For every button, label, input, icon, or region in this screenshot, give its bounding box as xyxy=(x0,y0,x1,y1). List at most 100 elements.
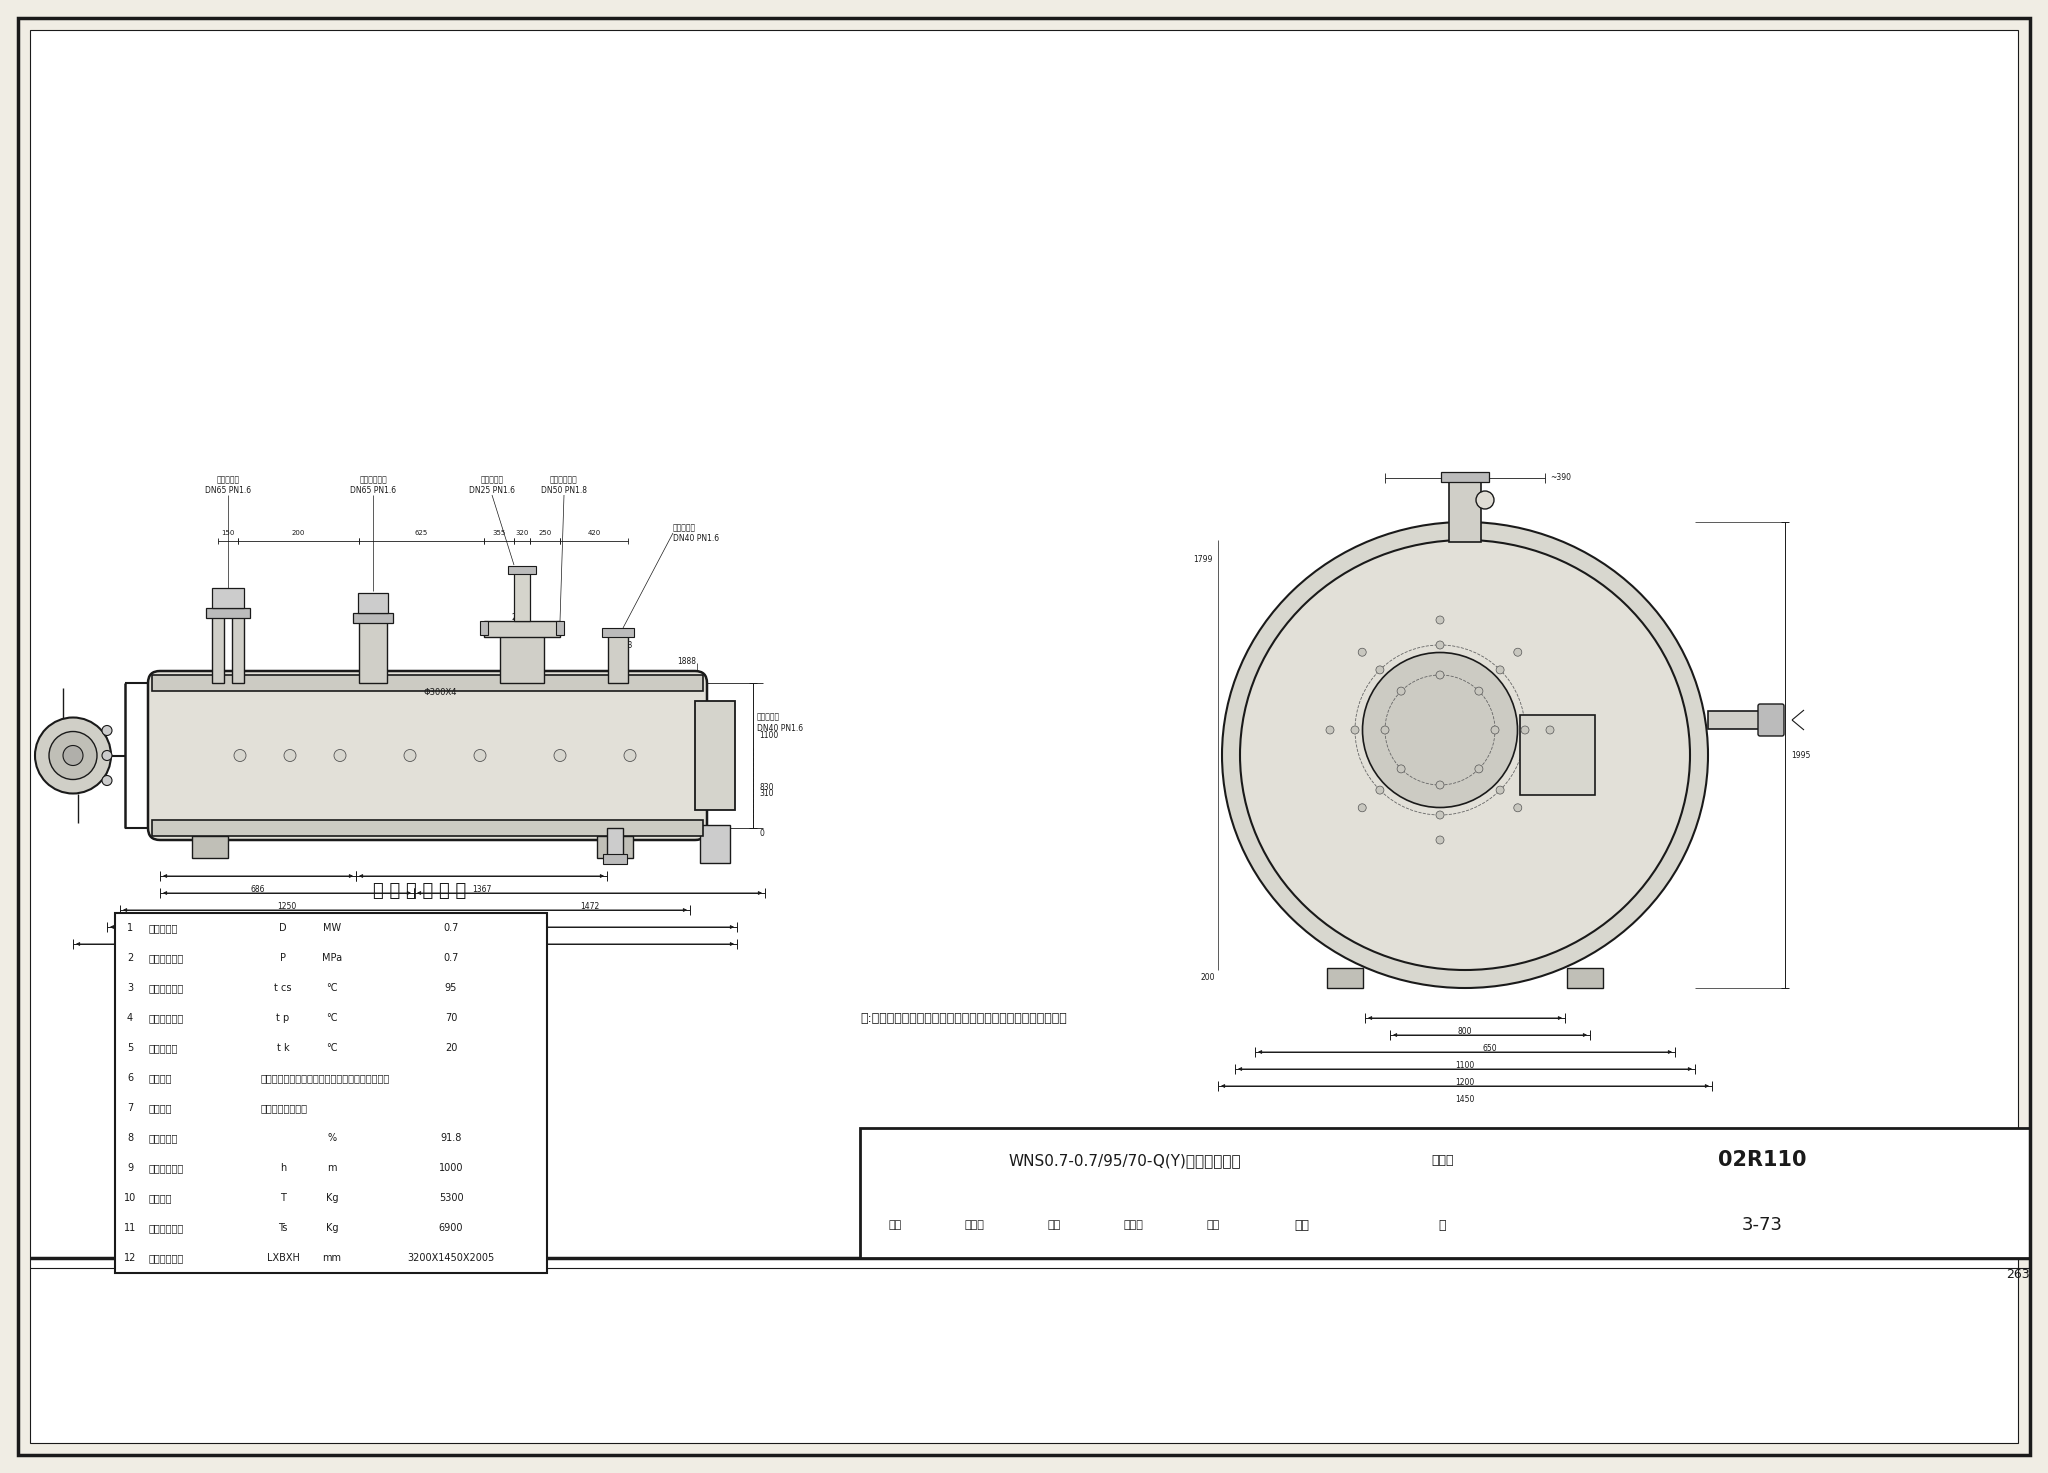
Circle shape xyxy=(334,750,346,762)
Circle shape xyxy=(1376,787,1384,794)
Text: 李春林: 李春林 xyxy=(965,1221,985,1230)
Circle shape xyxy=(403,750,416,762)
Text: 320: 320 xyxy=(516,530,528,536)
Circle shape xyxy=(1522,726,1530,734)
Text: 1472: 1472 xyxy=(580,901,600,910)
Text: 4: 4 xyxy=(127,1013,133,1024)
Circle shape xyxy=(1436,812,1444,819)
Text: 10: 10 xyxy=(123,1193,135,1203)
Text: m: m xyxy=(328,1164,336,1173)
Bar xyxy=(213,588,244,608)
Bar xyxy=(213,613,223,683)
Text: 0.7: 0.7 xyxy=(442,924,459,932)
Text: 830: 830 xyxy=(760,784,774,792)
Text: mm: mm xyxy=(322,1254,342,1262)
Text: 2: 2 xyxy=(127,953,133,963)
Ellipse shape xyxy=(1223,521,1708,988)
Text: 800: 800 xyxy=(1458,1027,1473,1036)
Text: 调节方式: 调节方式 xyxy=(150,1103,172,1114)
Text: °C: °C xyxy=(326,1013,338,1024)
Text: Φ300X4: Φ300X4 xyxy=(424,688,457,697)
Circle shape xyxy=(1491,726,1499,734)
Text: 冷空气温度: 冷空气温度 xyxy=(150,1043,178,1053)
Circle shape xyxy=(1325,726,1333,734)
Text: 图集号: 图集号 xyxy=(1432,1153,1454,1167)
Circle shape xyxy=(1376,666,1384,673)
Circle shape xyxy=(1497,787,1503,794)
Text: 02R110: 02R110 xyxy=(1718,1150,1806,1171)
Circle shape xyxy=(1436,672,1444,679)
Bar xyxy=(115,913,547,1273)
Bar xyxy=(508,566,537,574)
Text: 6900: 6900 xyxy=(438,1223,463,1233)
Bar xyxy=(207,608,250,619)
Bar xyxy=(1708,711,1769,729)
Bar xyxy=(231,613,244,683)
Bar xyxy=(500,625,545,683)
Bar xyxy=(152,675,702,691)
Bar xyxy=(1327,968,1364,988)
Text: 3800: 3800 xyxy=(395,953,414,962)
Circle shape xyxy=(1477,491,1493,510)
Bar xyxy=(1567,968,1604,988)
Text: 1367: 1367 xyxy=(471,885,492,894)
Text: 6: 6 xyxy=(127,1072,133,1083)
Text: 进水阀口径
DN65 PN1.6: 进水阀口径 DN65 PN1.6 xyxy=(205,474,252,495)
Text: 263: 263 xyxy=(2007,1268,2030,1282)
Text: t p: t p xyxy=(276,1013,289,1024)
Circle shape xyxy=(625,750,637,762)
Text: 设计: 设计 xyxy=(1206,1221,1221,1230)
Text: 主出水阀口径
DN65 PN1.6: 主出水阀口径 DN65 PN1.6 xyxy=(350,474,395,495)
Text: 150: 150 xyxy=(221,530,236,536)
Text: 5300: 5300 xyxy=(438,1193,463,1203)
Bar xyxy=(598,837,633,857)
Text: 8: 8 xyxy=(127,1133,133,1143)
Text: 310: 310 xyxy=(760,788,774,797)
Circle shape xyxy=(1546,726,1554,734)
Text: 12: 12 xyxy=(123,1254,135,1262)
Ellipse shape xyxy=(1362,653,1518,807)
Text: 625: 625 xyxy=(416,530,428,536)
Bar xyxy=(1442,471,1489,482)
Text: °C: °C xyxy=(326,982,338,993)
Text: 70: 70 xyxy=(444,1013,457,1024)
Circle shape xyxy=(1397,764,1405,773)
Bar xyxy=(358,594,387,613)
Text: 页: 页 xyxy=(1440,1220,1446,1231)
Text: 1888: 1888 xyxy=(678,657,696,666)
Text: ~390: ~390 xyxy=(1550,473,1571,483)
Text: 91.8: 91.8 xyxy=(440,1133,461,1143)
Text: 锅炉净重: 锅炉净重 xyxy=(150,1193,172,1203)
Text: 傅弦: 傅弦 xyxy=(1294,1220,1309,1231)
Text: 副出水阀口径
DN50 PN1.8: 副出水阀口径 DN50 PN1.8 xyxy=(541,474,588,495)
Text: Ts: Ts xyxy=(279,1223,287,1233)
Text: 11: 11 xyxy=(123,1223,135,1233)
Circle shape xyxy=(1497,666,1503,673)
Text: 1330: 1330 xyxy=(395,919,414,928)
Text: 全自动，滑动二级: 全自动，滑动二级 xyxy=(260,1103,307,1114)
Ellipse shape xyxy=(1239,541,1690,971)
Circle shape xyxy=(1475,686,1483,695)
Bar xyxy=(606,828,623,856)
Text: 1250: 1250 xyxy=(276,901,297,910)
Text: h: h xyxy=(281,1164,287,1173)
Text: WNS0.7-0.7/95/70-Q(Y)热水锅炉总图: WNS0.7-0.7/95/70-Q(Y)热水锅炉总图 xyxy=(1010,1153,1241,1168)
Text: 95: 95 xyxy=(444,982,457,993)
Text: 1100: 1100 xyxy=(760,731,778,739)
Circle shape xyxy=(1475,764,1483,773)
Bar xyxy=(514,572,530,622)
Bar xyxy=(1520,714,1595,795)
Text: 排气阀口径
DN25 PN1.6: 排气阀口径 DN25 PN1.6 xyxy=(469,474,514,495)
Text: MW: MW xyxy=(324,924,342,932)
Text: MPa: MPa xyxy=(322,953,342,963)
Text: 金茗茗: 金茗茗 xyxy=(1124,1221,1143,1230)
Text: 设计热效率: 设计热效率 xyxy=(150,1133,178,1143)
Circle shape xyxy=(1436,616,1444,625)
Text: 3062: 3062 xyxy=(412,935,432,946)
Text: 锅 炉 主 要 性 能: 锅 炉 主 要 性 能 xyxy=(373,882,467,900)
Text: 0.7: 0.7 xyxy=(442,953,459,963)
Circle shape xyxy=(102,775,113,785)
Bar xyxy=(694,701,735,810)
Circle shape xyxy=(49,732,96,779)
FancyBboxPatch shape xyxy=(147,672,707,840)
